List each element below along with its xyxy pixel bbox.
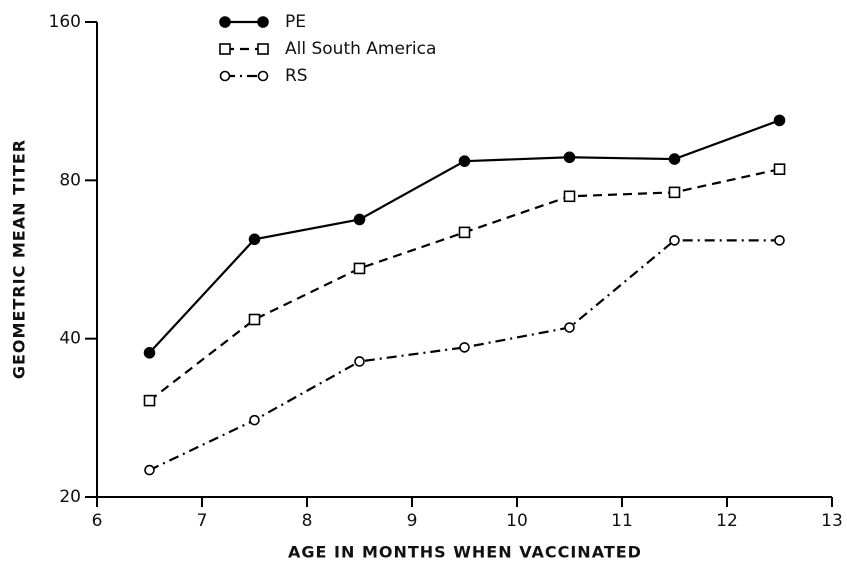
legend-marker — [219, 16, 231, 28]
x-tick-label: 7 — [197, 511, 208, 531]
data-point — [668, 153, 681, 165]
data-point — [458, 155, 471, 167]
x-tick-label: 11 — [611, 511, 633, 531]
legend-marker — [257, 70, 269, 82]
data-point — [143, 347, 156, 359]
legend-marker — [257, 43, 269, 55]
data-point — [564, 322, 575, 333]
data-point — [668, 186, 681, 199]
legend-label: RS — [285, 66, 308, 86]
data-point — [563, 190, 576, 203]
legend-marker — [219, 43, 231, 55]
data-point — [563, 151, 576, 164]
data-point — [774, 235, 785, 246]
data-point — [249, 414, 260, 426]
x-tick-label: 10 — [506, 511, 528, 531]
x-tick-label: 6 — [92, 511, 103, 531]
data-point — [143, 394, 156, 407]
legend-marker — [257, 16, 269, 28]
legend-marker — [219, 70, 231, 82]
y-tick-label: 40 — [59, 329, 81, 349]
y-axis-label: GEOMETRIC MEAN TITER — [10, 139, 29, 379]
data-point — [773, 114, 786, 127]
data-point — [248, 233, 261, 246]
legend-label: All South America — [285, 39, 436, 59]
y-tick-label: 20 — [59, 487, 81, 507]
x-axis-label: AGE IN MONTHS WHEN VACCINATED — [288, 543, 642, 562]
data-point — [669, 235, 680, 246]
data-point — [353, 262, 366, 275]
data-point — [459, 342, 470, 353]
x-tick-label: 12 — [716, 511, 738, 531]
data-point — [773, 163, 786, 175]
data-point — [354, 356, 365, 367]
data-point — [248, 313, 261, 326]
y-tick-label: 160 — [49, 12, 81, 32]
data-point — [458, 226, 471, 239]
series-line — [149, 239, 780, 472]
y-tick-label: 80 — [59, 170, 81, 190]
x-tick-label: 9 — [407, 511, 418, 531]
x-tick-label: 8 — [302, 511, 313, 531]
data-point — [353, 213, 366, 226]
series-line — [148, 168, 780, 402]
x-tick-label: 13 — [821, 511, 843, 531]
data-point — [144, 464, 155, 476]
legend-label: PE — [285, 12, 306, 32]
